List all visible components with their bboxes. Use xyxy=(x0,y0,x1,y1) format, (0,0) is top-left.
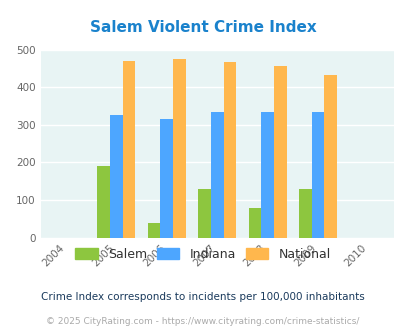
Bar xyxy=(248,208,261,238)
Bar xyxy=(210,112,223,238)
Bar xyxy=(311,112,324,238)
Bar xyxy=(324,75,336,238)
Bar xyxy=(147,222,160,238)
Bar xyxy=(122,61,135,238)
Bar xyxy=(160,119,173,238)
Bar xyxy=(261,112,273,238)
Text: Crime Index corresponds to incidents per 100,000 inhabitants: Crime Index corresponds to incidents per… xyxy=(41,292,364,302)
Bar xyxy=(173,59,185,238)
Text: © 2025 CityRating.com - https://www.cityrating.com/crime-statistics/: © 2025 CityRating.com - https://www.city… xyxy=(46,317,359,326)
Bar xyxy=(298,189,311,238)
Bar xyxy=(198,189,210,238)
Bar xyxy=(223,61,236,238)
Bar xyxy=(273,66,286,238)
Bar xyxy=(110,115,122,238)
Legend: Salem, Indiana, National: Salem, Indiana, National xyxy=(71,244,334,264)
Text: Salem Violent Crime Index: Salem Violent Crime Index xyxy=(90,20,315,35)
Bar xyxy=(97,166,110,238)
